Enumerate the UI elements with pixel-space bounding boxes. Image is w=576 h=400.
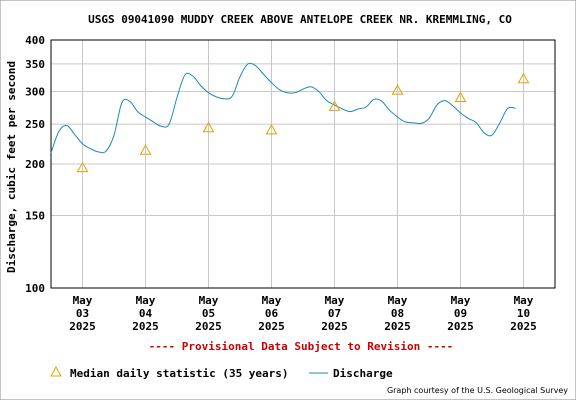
x-tick-label: 2025: [195, 320, 222, 333]
x-tick-label: 05: [202, 307, 215, 320]
median-triangle-marker: [517, 72, 530, 84]
x-tick-label: 07: [328, 307, 341, 320]
median-triangle-marker: [391, 84, 404, 95]
x-tick-label: 03: [76, 307, 89, 320]
x-tick-label: May: [136, 294, 156, 307]
y-tick-label: 400: [25, 34, 45, 47]
x-tick-label: May: [514, 294, 534, 307]
x-tick-label: 2025: [447, 320, 474, 333]
y-tick-label: 150: [25, 209, 45, 222]
x-tick-label: 2025: [258, 320, 285, 333]
x-tick-label: 04: [139, 307, 153, 320]
x-tick-label: May: [73, 294, 93, 307]
x-tick-label: 2025: [132, 320, 159, 333]
y-tick-label: 300: [25, 85, 45, 98]
discharge-line: [50, 62, 516, 154]
x-tick-labels: May032025May042025May052025May062025May0…: [69, 294, 537, 333]
y-tick-label: 200: [25, 158, 45, 171]
series: [50, 62, 530, 173]
x-tick-label: May: [199, 294, 219, 307]
legend-label-median: Median daily statistic (35 years): [70, 367, 289, 380]
y-tick-label: 350: [25, 58, 45, 71]
provisional-notice: ---- Provisional Data Subject to Revisio…: [149, 340, 454, 353]
chart-title: USGS 09041090 MUDDY CREEK ABOVE ANTELOPE…: [88, 13, 512, 26]
median-triangle-marker: [139, 144, 152, 155]
median-triangle-marker: [328, 100, 341, 111]
median-triangle-marker: [265, 123, 278, 135]
median-triangle-marker: [76, 161, 89, 173]
y-tick-label: 100: [25, 282, 45, 295]
grid: [51, 40, 555, 288]
y-tick-labels: 100 150 200 250 300 350 400: [25, 34, 45, 295]
x-tick-label: 09: [454, 307, 467, 320]
credit-text: Graph courtesy of the U.S. Geological Su…: [387, 386, 568, 395]
x-tick-label: 2025: [510, 320, 537, 333]
median-triangle-marker: [202, 121, 215, 133]
x-tick-label: May: [388, 294, 408, 307]
legend: Median daily statistic (35 years) Discha…: [50, 365, 393, 380]
y-tick-label: 250: [25, 118, 45, 131]
plot-area-border: [50, 39, 556, 289]
x-tick-label: May: [451, 294, 471, 307]
x-tick-label: 08: [391, 307, 404, 320]
x-tick-label: 2025: [321, 320, 348, 333]
x-tick-label: 2025: [384, 320, 411, 333]
legend-triangle-icon: [50, 365, 62, 377]
x-tick-label: 10: [517, 307, 530, 320]
x-tick-label: 2025: [69, 320, 96, 333]
legend-label-discharge: Discharge: [333, 367, 393, 380]
x-tick-label: 06: [265, 307, 279, 320]
x-tick-label: May: [262, 294, 282, 307]
median-triangle-marker: [454, 91, 467, 103]
y-axis-label: Discharge, cubic feet per second: [5, 61, 18, 273]
x-tick-label: May: [325, 294, 345, 307]
